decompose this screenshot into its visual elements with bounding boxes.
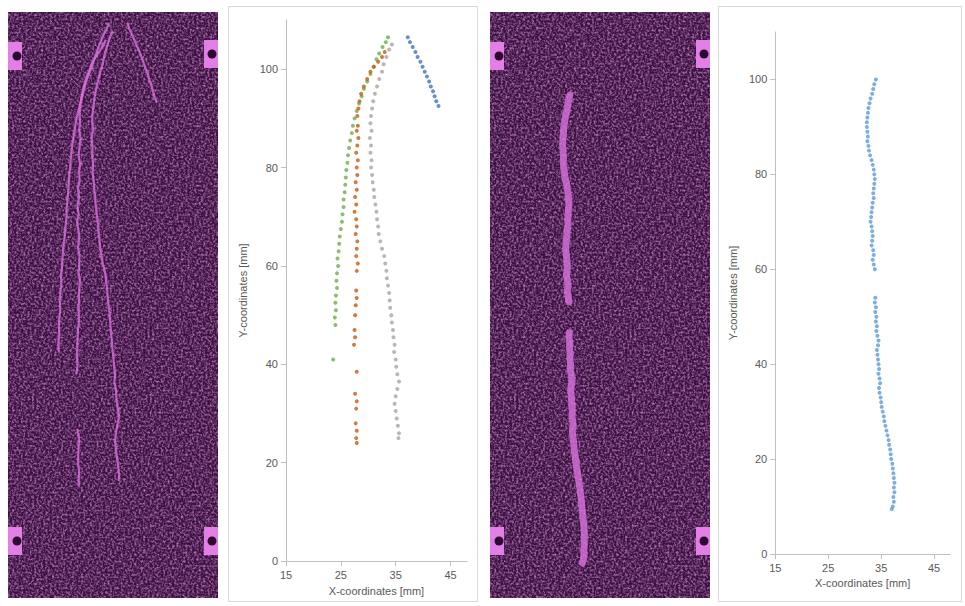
svg-text:35: 35 <box>875 562 887 574</box>
svg-text:40: 40 <box>755 358 767 370</box>
svg-text:15: 15 <box>769 562 781 574</box>
svg-text:60: 60 <box>266 260 278 272</box>
svg-text:15: 15 <box>280 569 292 581</box>
svg-text:25: 25 <box>822 562 834 574</box>
svg-text:Y-coordinates [mm]: Y-coordinates [mm] <box>237 243 249 337</box>
svg-text:100: 100 <box>260 63 278 75</box>
svg-text:35: 35 <box>390 569 402 581</box>
svg-text:20: 20 <box>266 457 278 469</box>
svg-text:X-coordinates [mm]: X-coordinates [mm] <box>815 577 910 589</box>
svg-text:80: 80 <box>266 162 278 174</box>
svg-text:X-coordinates [mm]: X-coordinates [mm] <box>329 585 424 597</box>
svg-text:80: 80 <box>755 168 767 180</box>
svg-text:0: 0 <box>761 548 767 560</box>
svg-text:45: 45 <box>444 569 456 581</box>
svg-text:40: 40 <box>266 358 278 370</box>
svg-text:45: 45 <box>928 562 940 574</box>
svg-text:0: 0 <box>272 555 278 567</box>
svg-text:25: 25 <box>335 569 347 581</box>
svg-text:60: 60 <box>755 263 767 275</box>
svg-text:100: 100 <box>749 73 767 85</box>
svg-text:20: 20 <box>755 453 767 465</box>
svg-text:Y-coordinates [mm]: Y-coordinates [mm] <box>727 246 739 340</box>
